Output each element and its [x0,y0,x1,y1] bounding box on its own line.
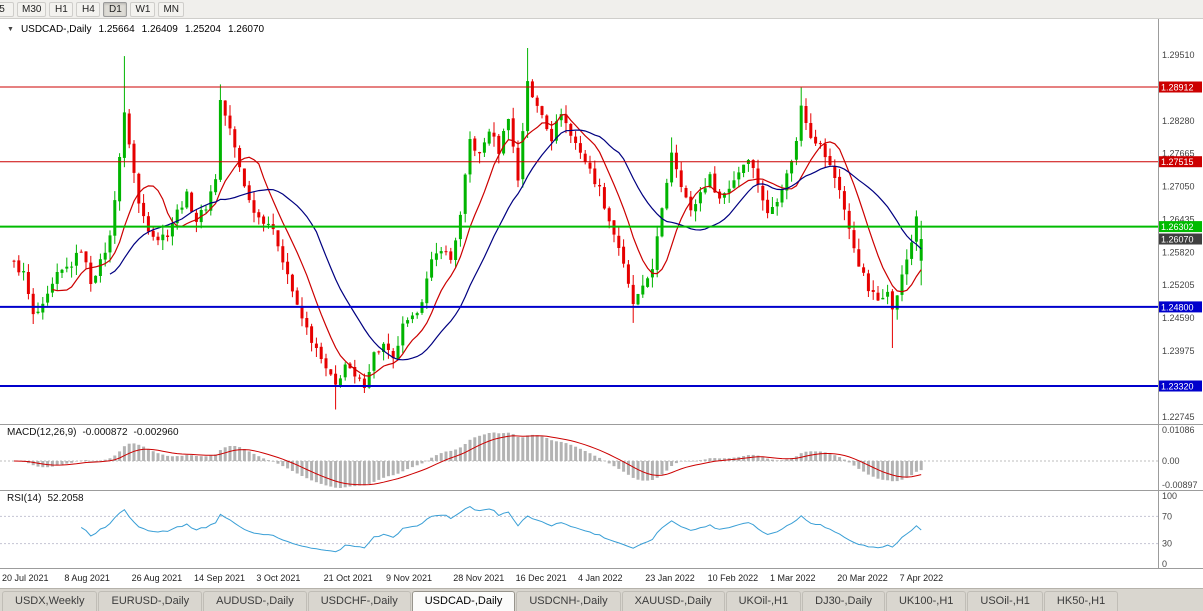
macd-indicator-label: MACD(12,26,9) -0.000872 -0.002960 [7,427,179,438]
svg-text:16 Dec 2021: 16 Dec 2021 [516,573,567,583]
support-resistance-lines[interactable] [0,86,1158,387]
timeframe-button-5[interactable]: 5 [0,1,14,17]
chart-tab-uk100-h1[interactable]: UK100-,H1 [885,591,967,611]
ohlc-open-value: 1.25664 [98,24,135,35]
rsi-value: 52.2058 [47,493,84,504]
ohlc-high-value: 1.26409 [141,24,178,35]
rsi-indicator-label: RSI(14) 52.2058 [7,493,84,504]
svg-text:20 Mar 2022: 20 Mar 2022 [837,573,888,583]
svg-text:9 Nov 2021: 9 Nov 2021 [386,573,432,583]
svg-text:1.24800: 1.24800 [1161,302,1194,312]
chart-tab-eurusd-daily[interactable]: EURUSD-,Daily [98,591,203,611]
svg-text:1.28280: 1.28280 [1162,116,1195,126]
rsi-name: RSI(14) [7,493,42,504]
svg-text:30: 30 [1162,539,1172,549]
svg-text:26 Aug 2021: 26 Aug 2021 [132,573,183,583]
svg-text:1.28912: 1.28912 [1161,82,1194,92]
svg-text:1.27050: 1.27050 [1162,182,1195,192]
chart-tab-bar: USDX,Weekly EURUSD-,Daily AUDUSD-,Daily USD… [0,588,1203,611]
macd-signal-line [13,435,922,486]
rsi-line [80,506,922,553]
svg-text:1.27515: 1.27515 [1161,157,1194,167]
svg-text:1.26302: 1.26302 [1161,222,1194,232]
svg-text:1.27665: 1.27665 [1162,149,1195,159]
chart-tab-hk50-h1[interactable]: HK50-,H1 [1043,591,1119,611]
svg-text:1.25205: 1.25205 [1162,280,1195,290]
timeframe-button-h4[interactable]: H4 [76,1,101,17]
chart-symbol-label: USDCAD-,Daily [20,24,92,35]
macd-main-value: -0.000872 [82,427,128,438]
svg-text:10 Feb 2022: 10 Feb 2022 [708,573,759,583]
svg-text:1.25820: 1.25820 [1162,247,1195,257]
panel-separators [0,19,1203,569]
chart-tab-usdchf-daily[interactable]: USDCHF-,Daily [307,591,411,611]
chart-tab-dj30-daily[interactable]: DJ30-,Daily [802,591,885,611]
svg-text:0.00: 0.00 [1162,456,1180,466]
chart-tab-usdx-weekly[interactable]: USDX,Weekly [2,591,98,611]
timeframe-toolbar: 5M30H1H4D1W1MN [0,0,1203,19]
timeframe-button-mn[interactable]: MN [158,1,185,17]
svg-text:-0.00897: -0.00897 [1162,480,1198,490]
macd-name: MACD(12,26,9) [7,427,77,438]
svg-text:3 Oct 2021: 3 Oct 2021 [256,573,300,583]
timeframe-button-w1[interactable]: W1 [130,1,156,17]
chart-ohlc-title: ▼ USDCAD-,Daily 1.25664 1.26409 1.25204 … [7,24,264,35]
price-axis: 1.29510 1.28280 1.27665 1.27050 1.26435 1.258… [1159,50,1202,569]
svg-text:20 Jul 2021: 20 Jul 2021 [2,573,49,583]
svg-text:0.01086: 0.01086 [1162,425,1195,435]
timeframe-button-d1[interactable]: D1 [103,1,128,17]
ohlc-close-value: 1.26070 [227,24,265,35]
svg-text:28 Nov 2021: 28 Nov 2021 [453,573,504,583]
svg-text:0: 0 [1162,559,1167,569]
timeframe-button-m30[interactable]: M30 [17,1,47,17]
ma-slow-line [109,129,922,361]
chart-tab-audusd-daily[interactable]: AUDUSD-,Daily [203,591,307,611]
svg-text:1.26070: 1.26070 [1161,234,1194,244]
ma-fast-line [52,113,922,377]
chart-tab-xauusd-daily[interactable]: XAUUSD-,Daily [621,591,725,611]
svg-text:1.26435: 1.26435 [1162,214,1195,224]
svg-text:21 Oct 2021: 21 Oct 2021 [324,573,373,583]
macd-signal-value: -0.002960 [133,427,179,438]
candlestick-series [12,48,923,410]
chart-tab-ukoil-h1[interactable]: UKOil-,H1 [725,591,802,611]
price-chart-surface[interactable]: 1.29510 1.28280 1.27665 1.27050 1.26435 1.258… [0,19,1203,588]
svg-text:23 Jan 2022: 23 Jan 2022 [645,573,695,583]
timeframe-button-h1[interactable]: H1 [49,1,74,17]
chart-tab-usoil-h1[interactable]: USOil-,H1 [967,591,1043,611]
macd-histogram [12,432,923,488]
chart-collapse-icon[interactable]: ▼ [7,26,14,33]
current-price-label [1159,233,1202,245]
svg-text:8 Aug 2021: 8 Aug 2021 [64,573,110,583]
svg-text:1.22745: 1.22745 [1162,412,1195,422]
svg-text:1.23975: 1.23975 [1162,346,1195,356]
date-axis: 20 Jul 2021 8 Aug 2021 26 Aug 2021 14 Sep 2… [2,573,943,583]
svg-text:1 Mar 2022: 1 Mar 2022 [770,573,816,583]
svg-text:1.23320: 1.23320 [1161,382,1194,392]
svg-text:7 Apr 2022: 7 Apr 2022 [900,573,944,583]
svg-text:100: 100 [1162,491,1177,501]
ohlc-low-value: 1.25204 [184,24,221,35]
svg-text:70: 70 [1162,511,1172,521]
svg-text:14 Sep 2021: 14 Sep 2021 [194,573,245,583]
svg-text:1.24590: 1.24590 [1162,313,1195,323]
svg-text:1.29510: 1.29510 [1162,50,1195,60]
chart-tab-usdcnh-daily[interactable]: USDCNH-,Daily [516,591,621,611]
chart-tab-usdcad-daily[interactable]: USDCAD-,Daily [411,591,516,611]
svg-text:4 Jan 2022: 4 Jan 2022 [578,573,623,583]
